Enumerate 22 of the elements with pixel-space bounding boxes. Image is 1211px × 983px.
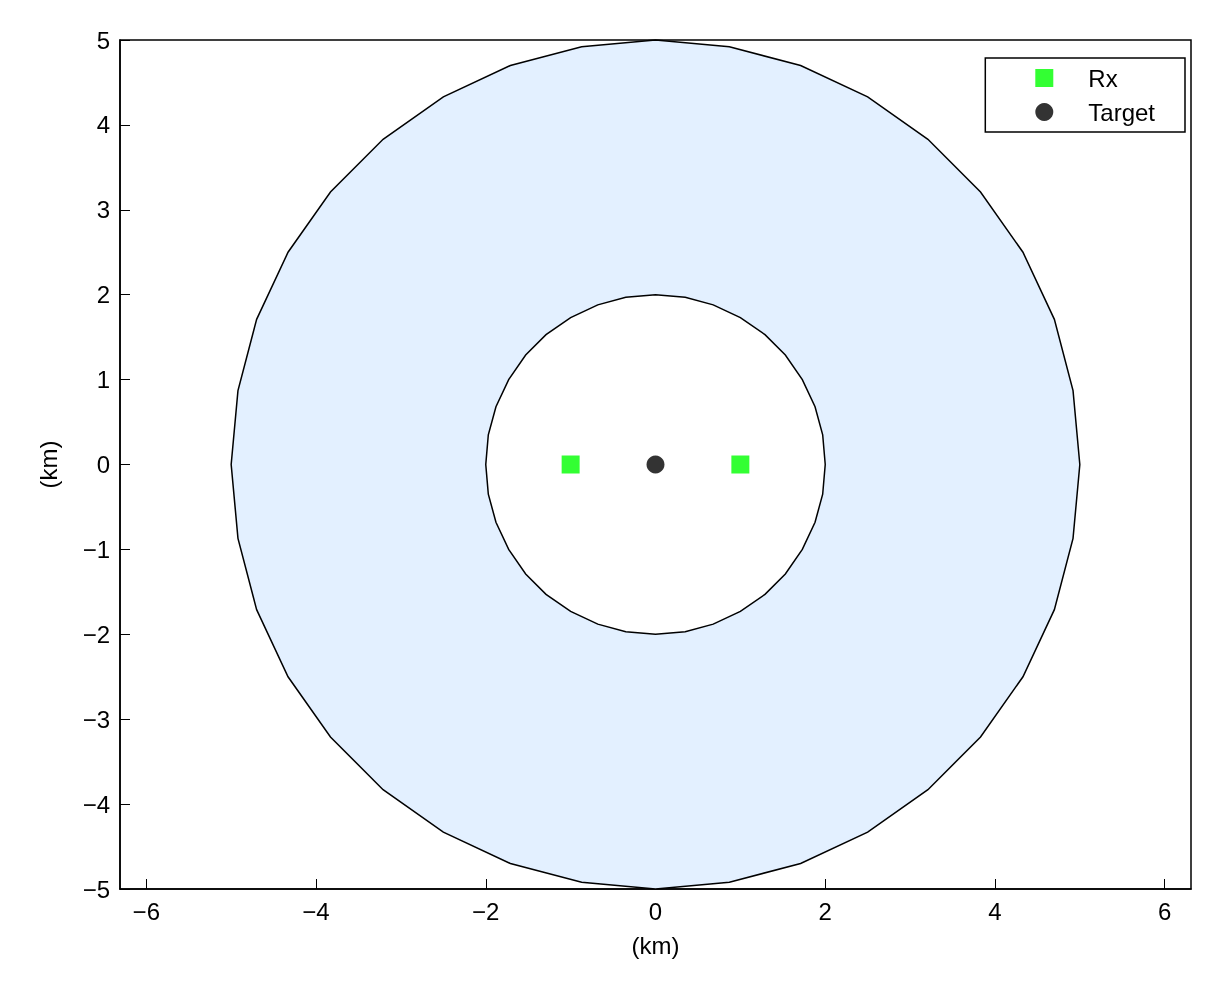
y-tick-label: 4 xyxy=(96,111,110,139)
x-tick-label: −2 xyxy=(472,897,500,925)
legend-label: Rx xyxy=(1088,64,1118,92)
y-axis-title: (km) xyxy=(34,440,62,489)
legend-label: Target xyxy=(1088,98,1156,126)
y-tick-label: 5 xyxy=(96,26,110,54)
y-tick-label: 2 xyxy=(96,281,110,309)
y-tick-label: 3 xyxy=(96,196,110,224)
x-tick-label: 6 xyxy=(1158,897,1172,925)
x-axis-title: (km) xyxy=(631,931,680,959)
y-tick-label: −1 xyxy=(82,535,110,563)
x-tick-label: 4 xyxy=(988,897,1002,925)
x-tick-label: −6 xyxy=(132,897,160,925)
y-tick-label: −5 xyxy=(82,875,110,903)
x-tick-label: 0 xyxy=(648,897,663,925)
y-tick-label: −4 xyxy=(82,790,110,818)
y-tick-label: −3 xyxy=(82,705,110,733)
y-tick-label: −2 xyxy=(82,620,110,648)
x-tick-label: −4 xyxy=(302,897,330,925)
y-tick-label: 1 xyxy=(96,366,110,394)
x-tick-label: 2 xyxy=(818,897,832,925)
y-tick-label: 0 xyxy=(96,451,110,478)
